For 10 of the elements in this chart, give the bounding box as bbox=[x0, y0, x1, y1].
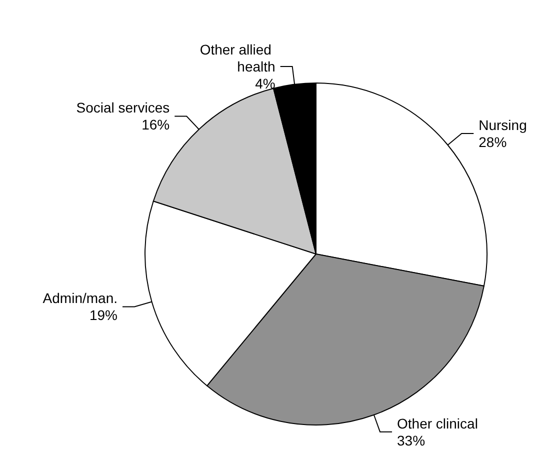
slice-label: Other clinical bbox=[397, 415, 478, 432]
data-label: 28% bbox=[478, 134, 507, 150]
slice-label: Nursing bbox=[478, 117, 527, 134]
slice-label: Admin/man. bbox=[42, 290, 118, 306]
data-label: 19% bbox=[89, 307, 118, 324]
slice-label: Other allied health bbox=[200, 41, 276, 74]
data-label: 33% bbox=[397, 432, 426, 448]
data-label: 16% bbox=[142, 116, 170, 133]
slice-label: Social services bbox=[76, 100, 170, 116]
data-label: 4% bbox=[255, 75, 276, 92]
